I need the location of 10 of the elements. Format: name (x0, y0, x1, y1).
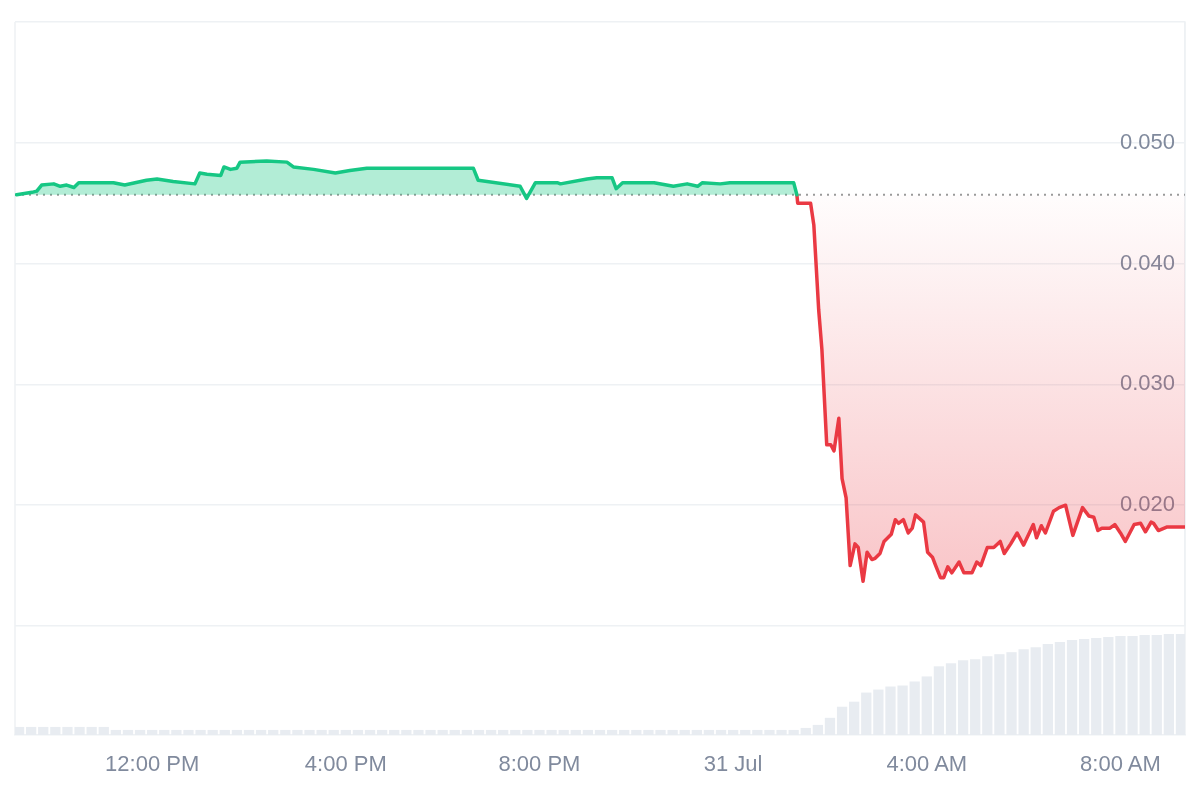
x-tick-label: 4:00 AM (886, 751, 968, 777)
x-tick-label: 31 Jul (703, 751, 763, 777)
x-tick-label: 8:00 AM (1080, 751, 1161, 777)
y-tick-label: 0.020 (1119, 491, 1175, 517)
x-tick-label: 8:00 PM (498, 751, 581, 777)
y-tick-label: 0.050 (1119, 128, 1175, 154)
x-tick-label: 4:00 PM (304, 751, 387, 777)
y-tick-label: 0.030 (1119, 370, 1175, 396)
y-tick-label: 0.040 (1119, 249, 1175, 275)
x-tick-label: 12:00 PM (105, 751, 200, 777)
